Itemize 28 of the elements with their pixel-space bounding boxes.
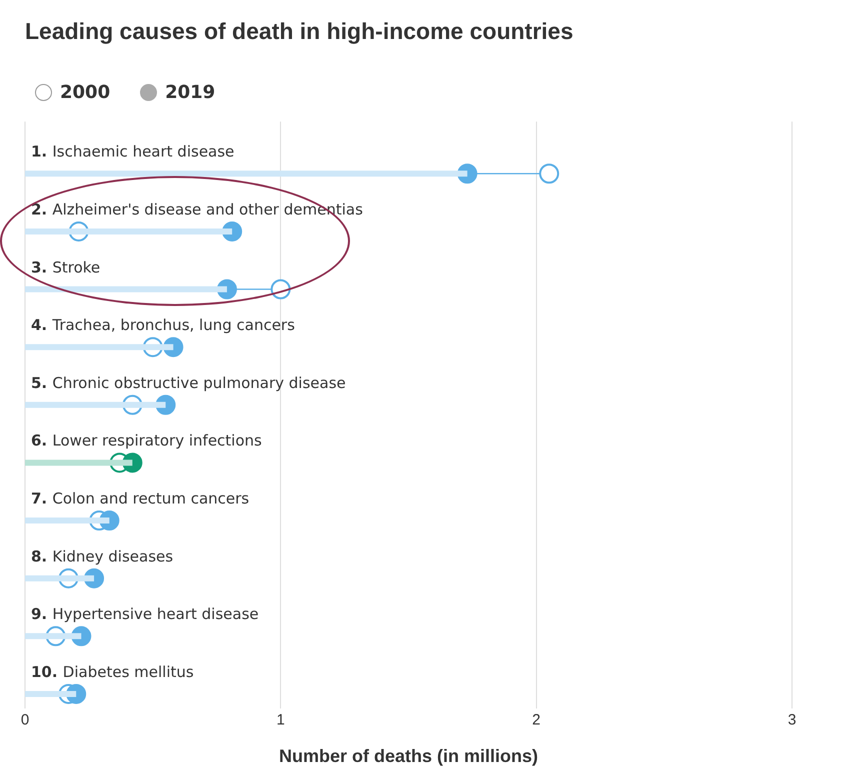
x-tick-label: 2	[532, 712, 541, 729]
y-tick-label: 6. Lower respiratory infections	[31, 432, 262, 450]
bar	[25, 690, 76, 697]
bar	[25, 518, 110, 524]
bar	[25, 228, 232, 234]
y-tick-label: 1. Ischaemic heart disease	[31, 142, 234, 161]
text: 2019	[165, 82, 216, 103]
text: 2000	[60, 82, 110, 103]
bar	[25, 633, 82, 640]
bar	[25, 402, 166, 408]
y-tick-label: 8. Kidney diseases	[31, 547, 174, 566]
point	[539, 164, 560, 184]
bar	[25, 286, 227, 292]
bar	[25, 575, 94, 582]
bar	[25, 170, 468, 177]
y-tick-label: 4. Trachea, bronchus, lung cancers	[31, 316, 296, 334]
bar	[25, 344, 174, 350]
chart-title: Leading causes of death in high-income countries	[25, 18, 574, 44]
x-tick-label: 0	[20, 712, 30, 729]
y-tick-label: 5. Chronic obstructive pulmonary disease	[31, 374, 346, 392]
bar	[25, 460, 132, 466]
y-tick-label: 3. Stroke	[31, 258, 100, 276]
y-tick-label: 10. Diabetes mellitus	[31, 662, 194, 681]
x-tick-label: 1	[276, 712, 285, 729]
x-tick-label: 3	[788, 712, 796, 729]
x-axis-title: Number of deaths (in millions)	[278, 746, 538, 766]
y-tick-label: 7. Colon and rectum cancers	[31, 490, 250, 508]
y-tick-label: 9. Hypertensive heart disease	[31, 605, 259, 624]
